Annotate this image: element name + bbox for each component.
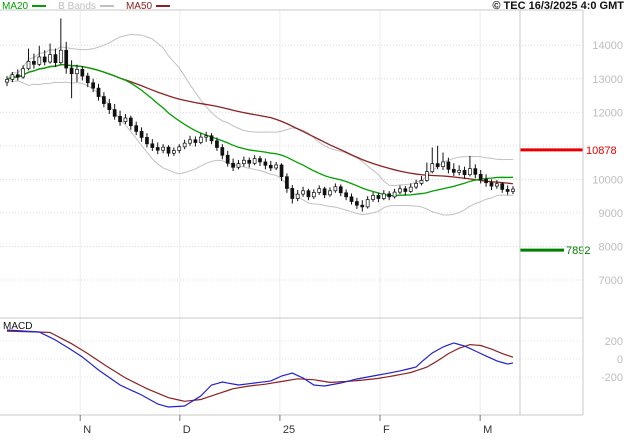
ma20-line (6, 64, 514, 197)
svg-text:10878: 10878 (586, 145, 617, 157)
legend-label-bbands: B Bands (58, 0, 96, 12)
svg-text:-200: -200 (601, 372, 623, 384)
candles-layer (5, 18, 515, 212)
svg-text:8000: 8000 (599, 241, 623, 253)
bollinger-bands (6, 34, 514, 216)
svg-text:0: 0 (617, 354, 623, 366)
svg-text:25: 25 (283, 424, 295, 436)
svg-text:12000: 12000 (592, 107, 623, 119)
svg-text:D: D (183, 424, 191, 436)
svg-text:14000: 14000 (592, 40, 623, 52)
copyright-text: © TEC 16/3/2025 4:0 GMT (492, 0, 624, 12)
chart-header: MA20 B Bands MA50 © TEC 16/3/2025 4:0 GM… (0, 0, 627, 12)
svg-text:M: M (483, 424, 492, 436)
x-axis: N D 25 F M (79, 415, 492, 436)
svg-text:7000: 7000 (599, 275, 623, 287)
legend-swatch-bbands (99, 5, 114, 7)
svg-text:F: F (383, 424, 390, 436)
grid-layer (0, 10, 583, 415)
legend-swatch-ma20 (32, 5, 47, 7)
svg-text:200: 200 (605, 336, 623, 348)
svg-text:9000: 9000 (599, 208, 623, 220)
chart-legend: MA20 B Bands MA50 (0, 0, 171, 12)
price-axis-labels: 14000 13000 12000 10000 9000 8000 7000 200 0 -200 (592, 40, 623, 384)
level-lines: 10878 7892 (520, 145, 617, 257)
svg-text:7892: 7892 (566, 245, 590, 257)
macd-panel: MACD (3, 321, 514, 408)
svg-text:10000: 10000 (592, 174, 623, 186)
panel-borders (0, 9, 584, 416)
svg-text:MACD: MACD (3, 321, 32, 332)
legend-label-ma50: MA50 (125, 0, 153, 12)
svg-text:13000: 13000 (592, 74, 623, 86)
legend-swatch-ma50 (156, 5, 171, 7)
legend-item-ma50: MA50 (125, 0, 171, 12)
legend-label-ma20: MA20 (2, 0, 29, 12)
legend-item-ma20: MA20 (2, 0, 47, 12)
legend-item-bbands: B Bands (58, 1, 114, 12)
svg-text:N: N (83, 424, 91, 436)
